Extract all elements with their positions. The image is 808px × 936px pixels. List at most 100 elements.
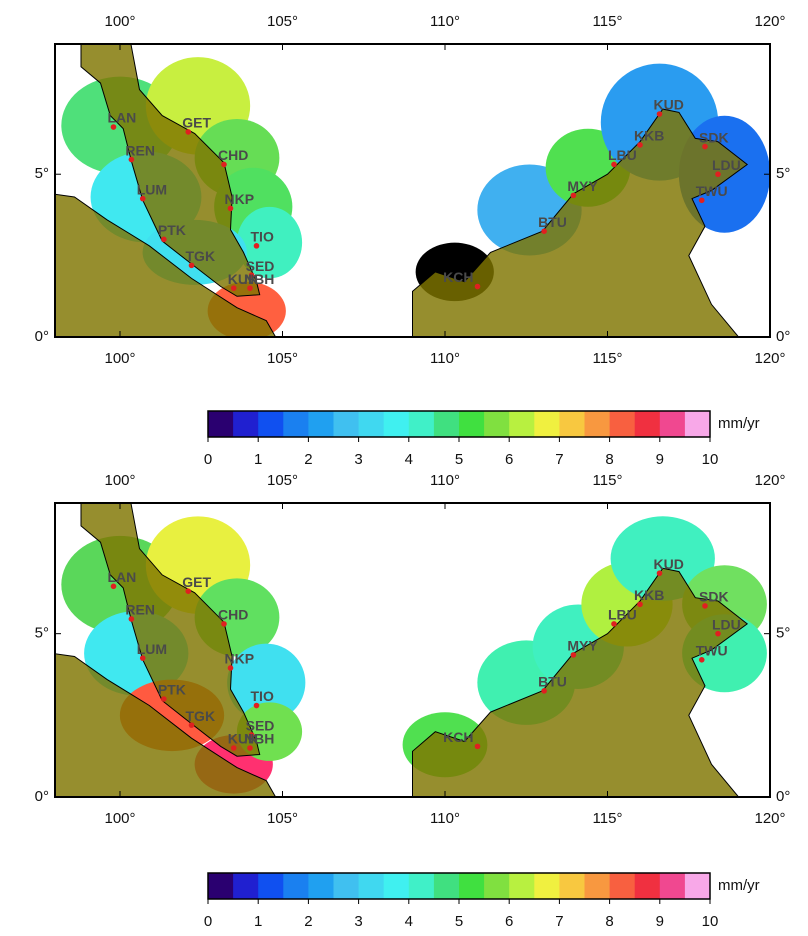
colorbar-tick-label: 4 bbox=[405, 451, 413, 468]
station-label: TIO bbox=[251, 688, 274, 704]
map-panel: 100° 100° 105° 105° 110° 110° 115° 115° 120° 120°… bbox=[35, 13, 791, 367]
lon-tick-label: 120° bbox=[754, 472, 785, 489]
map-panel: 100° 100° 105° 105° 110° 110° 115° 115° 120° 120°… bbox=[35, 472, 791, 827]
colorbar-step bbox=[534, 873, 560, 899]
colorbar-tick-label: 3 bbox=[354, 913, 362, 930]
colorbar-step bbox=[433, 411, 460, 437]
land bbox=[80, 503, 261, 757]
lon-tick-label: 110° bbox=[430, 472, 460, 489]
colorbar-step bbox=[408, 873, 435, 899]
station bbox=[230, 745, 237, 751]
lon-tick-label: 110° bbox=[430, 810, 460, 827]
colorbar-unit: mm/yr bbox=[718, 877, 760, 894]
station-label: CHD bbox=[218, 147, 248, 163]
station-label: KCH bbox=[443, 269, 473, 285]
land bbox=[80, 44, 261, 297]
station-label: SDK bbox=[699, 589, 729, 605]
colorbar-step bbox=[684, 873, 711, 899]
lon-tick-label: 105° bbox=[267, 350, 298, 367]
lat-tick-label: 5° bbox=[35, 625, 49, 642]
colorbar-tick-label: 9 bbox=[656, 451, 664, 468]
colorbar-step bbox=[609, 411, 636, 437]
station bbox=[702, 603, 708, 609]
station-label: PTK bbox=[158, 682, 186, 698]
colorbar: 0 1 2 3 4 5 6 7 8 9 10 mm/yr bbox=[204, 410, 760, 468]
colorbar-step bbox=[233, 411, 259, 437]
lon-tick-label: 115° bbox=[593, 810, 623, 827]
station bbox=[221, 621, 227, 627]
colorbar-tick-label: 2 bbox=[304, 451, 312, 468]
station-label: KKB bbox=[634, 128, 664, 144]
colorbar-step bbox=[283, 411, 309, 437]
station-label: GET bbox=[182, 115, 211, 131]
station-label: GET bbox=[182, 574, 211, 590]
lon-tick-label: 110° bbox=[430, 13, 460, 30]
colorbar-tick-label: 0 bbox=[204, 451, 212, 468]
station-label: LAN bbox=[108, 110, 137, 126]
colorbar-step bbox=[283, 873, 309, 899]
colorbar-step bbox=[509, 873, 535, 899]
station bbox=[230, 285, 237, 291]
colorbar-step bbox=[459, 411, 485, 437]
station-label: NBH bbox=[244, 271, 274, 287]
colorbar-tick-label: 7 bbox=[555, 451, 563, 468]
station-label: NKP bbox=[225, 651, 255, 667]
colorbar-tick-label: 3 bbox=[354, 451, 362, 468]
colorbar-step bbox=[459, 873, 485, 899]
station bbox=[139, 655, 146, 661]
land bbox=[412, 108, 749, 337]
station-label: KUK bbox=[228, 271, 258, 287]
station bbox=[221, 161, 227, 168]
station bbox=[570, 652, 577, 658]
lat-tick-label: 0° bbox=[35, 328, 49, 345]
colorbar-tick-label: 1 bbox=[254, 451, 262, 468]
station-label: TWU bbox=[696, 183, 728, 199]
colorbar-step bbox=[308, 411, 334, 437]
map-body bbox=[55, 503, 767, 797]
colorbar-tick-label: 9 bbox=[656, 913, 664, 930]
station-label: NBH bbox=[244, 731, 274, 747]
colorbar-tick-label: 4 bbox=[405, 913, 413, 930]
colorbar-unit: mm/yr bbox=[718, 415, 760, 432]
station bbox=[541, 228, 547, 234]
station-label: KUD bbox=[654, 97, 684, 113]
station bbox=[248, 732, 255, 738]
colorbar-tick-label: 8 bbox=[605, 913, 613, 930]
colorbar-tick-label: 6 bbox=[505, 451, 513, 468]
station-label: TGK bbox=[186, 248, 216, 264]
colorbar-tick-label: 0 bbox=[204, 913, 212, 930]
colorbar-tick-label: 5 bbox=[455, 451, 463, 468]
colorbar-step bbox=[258, 873, 284, 899]
station-label: TIO bbox=[251, 229, 274, 245]
station-label: BTU bbox=[538, 214, 567, 230]
station bbox=[637, 142, 643, 148]
colorbar-step bbox=[258, 411, 284, 437]
colorbar-step bbox=[208, 411, 234, 437]
colorbar-step bbox=[208, 873, 234, 899]
colorbar-tick-label: 2 bbox=[304, 913, 312, 930]
colorbar-step bbox=[383, 411, 410, 437]
land bbox=[55, 193, 277, 337]
station bbox=[128, 156, 135, 163]
station-label: REN bbox=[125, 142, 155, 158]
lon-tick-label: 100° bbox=[104, 472, 135, 489]
colorbar-step bbox=[333, 873, 360, 899]
colorbar-tick-label: 5 bbox=[455, 913, 463, 930]
colorbar-tick-label: 7 bbox=[555, 913, 563, 930]
colorbar-step bbox=[333, 411, 360, 437]
station-label: LBU bbox=[608, 147, 637, 163]
colorbar-step bbox=[584, 411, 611, 437]
colorbar-step bbox=[559, 873, 585, 899]
station bbox=[570, 192, 577, 199]
station bbox=[474, 743, 481, 750]
colorbar-tick-label: 10 bbox=[702, 451, 719, 468]
station-label: MYY bbox=[567, 178, 598, 194]
station-label: LDU bbox=[712, 616, 741, 632]
station bbox=[227, 205, 234, 212]
colorbar-tick-label: 1 bbox=[254, 913, 262, 930]
colorbar-step bbox=[484, 873, 510, 899]
colorbar-step bbox=[358, 873, 385, 899]
lon-tick-label: 105° bbox=[267, 13, 298, 30]
